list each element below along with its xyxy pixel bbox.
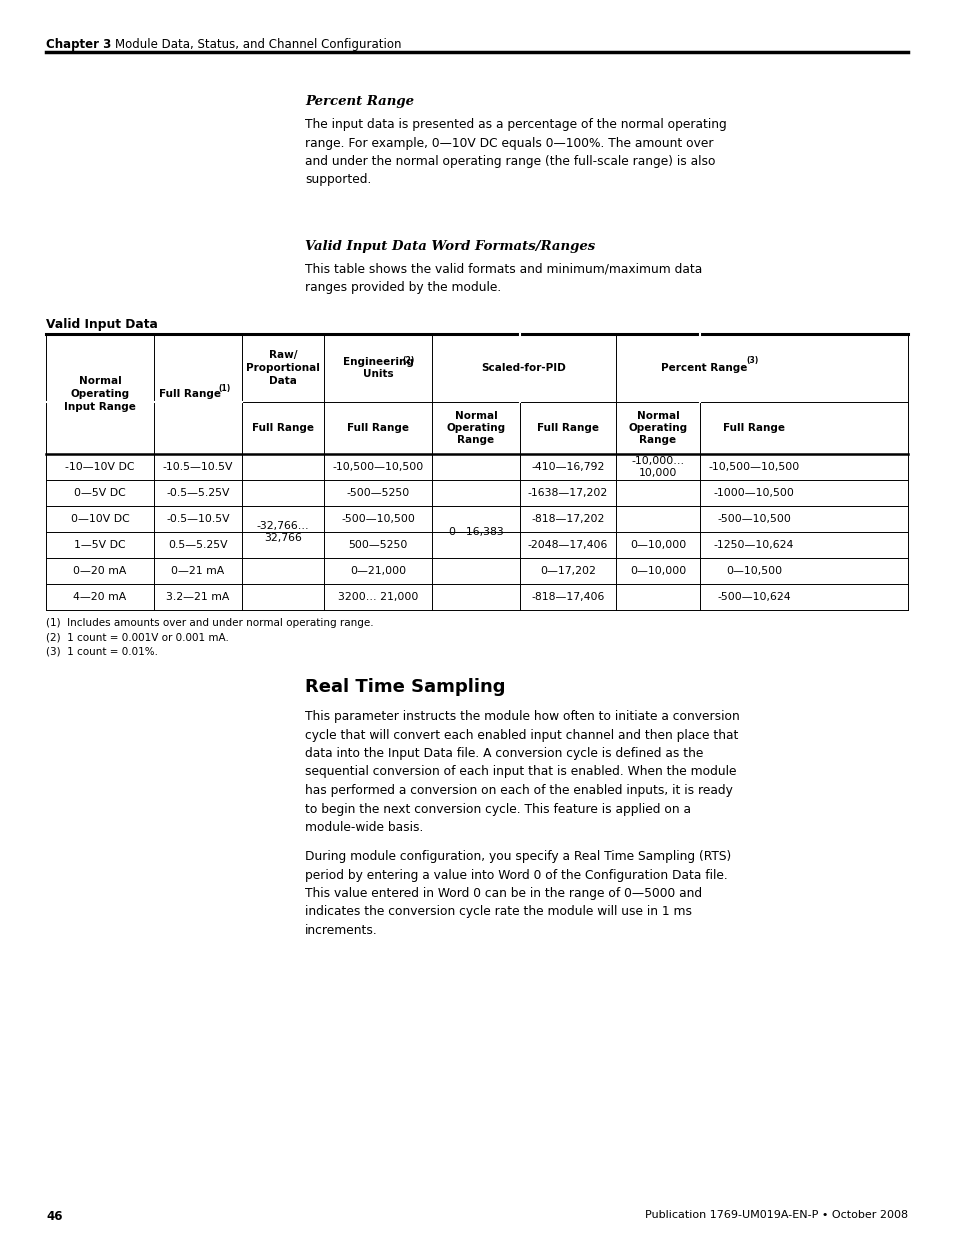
Text: 0—10V DC: 0—10V DC	[71, 514, 130, 524]
Text: -1250—10,624: -1250—10,624	[713, 540, 793, 550]
Text: 0—10,500: 0—10,500	[725, 566, 781, 576]
Text: Publication 1769-UM019A-EN-P • October 2008: Publication 1769-UM019A-EN-P • October 2…	[644, 1210, 907, 1220]
Text: (3)  1 count = 0.01%.: (3) 1 count = 0.01%.	[46, 646, 158, 656]
Text: -1638—17,202: -1638—17,202	[527, 488, 607, 498]
Text: 0—5V DC: 0—5V DC	[74, 488, 126, 498]
Text: During module configuration, you specify a Real Time Sampling (RTS)
period by en: During module configuration, you specify…	[305, 850, 731, 937]
Text: -500—10,500: -500—10,500	[341, 514, 415, 524]
Text: -10,500—10,500: -10,500—10,500	[708, 462, 799, 472]
Text: Engineering
Units: Engineering Units	[342, 357, 413, 379]
Text: -500—10,500: -500—10,500	[717, 514, 790, 524]
Text: 0—17,202: 0—17,202	[539, 566, 596, 576]
Text: 0—10,000: 0—10,000	[629, 566, 685, 576]
Text: -0.5—10.5V: -0.5—10.5V	[166, 514, 230, 524]
Text: This table shows the valid formats and minimum/maximum data
ranges provided by t: This table shows the valid formats and m…	[305, 263, 701, 294]
Text: Full Range: Full Range	[252, 424, 314, 433]
Text: Full Range: Full Range	[347, 424, 409, 433]
Text: 0—10,000: 0—10,000	[629, 540, 685, 550]
Text: Scaled-for-PID: Scaled-for-PID	[481, 363, 566, 373]
Text: Module Data, Status, and Channel Configuration: Module Data, Status, and Channel Configu…	[115, 38, 401, 51]
Text: (2)  1 count = 0.001V or 0.001 mA.: (2) 1 count = 0.001V or 0.001 mA.	[46, 632, 229, 642]
Text: 0.5—5.25V: 0.5—5.25V	[168, 540, 228, 550]
Text: 4—20 mA: 4—20 mA	[73, 592, 127, 601]
Text: 500—5250: 500—5250	[348, 540, 407, 550]
Text: The input data is presented as a percentage of the normal operating
range. For e: The input data is presented as a percent…	[305, 119, 726, 186]
Text: -10,500—10,500: -10,500—10,500	[332, 462, 423, 472]
Text: Raw/
Proportional
Data: Raw/ Proportional Data	[246, 351, 319, 385]
Text: -500—10,624: -500—10,624	[717, 592, 790, 601]
Text: This parameter instructs the module how often to initiate a conversion
cycle tha: This parameter instructs the module how …	[305, 710, 739, 834]
Text: Real Time Sampling: Real Time Sampling	[305, 678, 505, 697]
Text: Valid Input Data: Valid Input Data	[46, 317, 157, 331]
Text: -10—10V DC: -10—10V DC	[65, 462, 134, 472]
Text: Chapter 3: Chapter 3	[46, 38, 112, 51]
Text: -500—5250: -500—5250	[346, 488, 409, 498]
Text: Percent Range: Percent Range	[305, 95, 414, 107]
Text: -2048—17,406: -2048—17,406	[527, 540, 608, 550]
Text: Percent Range: Percent Range	[660, 363, 746, 373]
Text: -32,766…
32,766: -32,766… 32,766	[256, 521, 309, 543]
Text: (3): (3)	[745, 356, 758, 364]
Text: -1000—10,500: -1000—10,500	[713, 488, 794, 498]
Text: (2): (2)	[401, 356, 414, 364]
Text: -10,000…
10,000: -10,000… 10,000	[631, 456, 684, 478]
Text: 0—16,383: 0—16,383	[448, 527, 503, 537]
Text: Valid Input Data Word Formats/Ranges: Valid Input Data Word Formats/Ranges	[305, 240, 595, 253]
Text: 46: 46	[46, 1210, 63, 1223]
Text: (1)  Includes amounts over and under normal operating range.: (1) Includes amounts over and under norm…	[46, 618, 374, 629]
Text: Full Range: Full Range	[722, 424, 784, 433]
Text: Normal
Operating
Input Range: Normal Operating Input Range	[64, 375, 135, 412]
Text: -0.5—5.25V: -0.5—5.25V	[166, 488, 230, 498]
Text: 0—21,000: 0—21,000	[350, 566, 406, 576]
Text: Normal
Operating
Range: Normal Operating Range	[628, 410, 687, 446]
Text: 3200… 21,000: 3200… 21,000	[337, 592, 417, 601]
Text: -10.5—10.5V: -10.5—10.5V	[163, 462, 233, 472]
Text: 0—21 mA: 0—21 mA	[172, 566, 224, 576]
Text: (1): (1)	[218, 384, 230, 393]
Text: -410—16,792: -410—16,792	[531, 462, 604, 472]
Text: 3.2—21 mA: 3.2—21 mA	[166, 592, 230, 601]
Text: -818—17,202: -818—17,202	[531, 514, 604, 524]
Text: Full Range: Full Range	[159, 389, 221, 399]
Text: 1—5V DC: 1—5V DC	[74, 540, 126, 550]
Text: Normal
Operating
Range: Normal Operating Range	[446, 410, 505, 446]
Text: -818—17,406: -818—17,406	[531, 592, 604, 601]
Text: Full Range: Full Range	[537, 424, 598, 433]
Text: 0—20 mA: 0—20 mA	[73, 566, 127, 576]
